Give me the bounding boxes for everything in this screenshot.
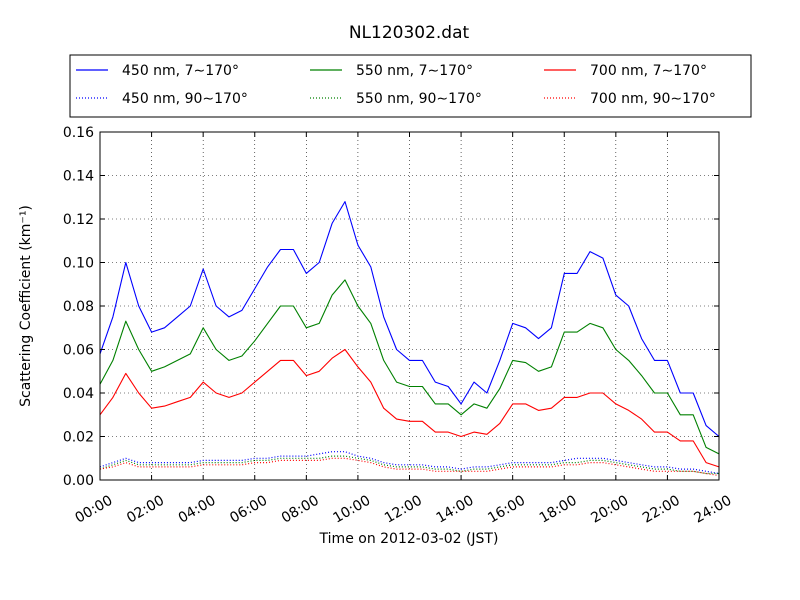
y-tick-label: 0.02 [63,430,94,446]
y-tick-label: 0.06 [63,343,94,359]
legend-label: 450 nm, 7∼170° [122,63,239,79]
y-tick-label: 0.12 [63,212,94,228]
x-axis-title: Time on 2012-03-02 (JST) [319,531,499,547]
y-tick-label: 0.00 [63,473,94,489]
y-tick-label: 0.14 [63,169,94,185]
chart-title: NL120302.dat [349,23,470,43]
series-line-3 [99,451,720,475]
series-line-2 [99,348,720,468]
legend-label: 550 nm, 90∼170° [356,91,482,107]
series-layer [99,201,720,477]
legend-label: 450 nm, 90∼170° [122,91,248,107]
y-tick-label: 0.08 [63,299,94,315]
series-line-1 [99,279,720,455]
series-line-0 [99,201,720,437]
legend-label: 550 nm, 7∼170° [356,63,473,79]
legend-box [69,54,752,118]
legend: 450 nm, 7∼170° 550 nm, 7∼170° 700 nm, 7∼17… [69,54,752,118]
y-tick-label: 0.10 [63,256,94,272]
legend-label: 700 nm, 7∼170° [590,63,707,79]
y-tick-label: 0.04 [63,386,94,402]
y-axis-title: Scattering Coefficient (km⁻¹) [18,205,34,407]
legend-label: 700 nm, 90∼170° [590,91,716,107]
y-tick-label: 0.16 [63,125,94,141]
series-line-4 [99,455,719,475]
y-axis: 0.00 0.02 0.04 0.06 0.08 0.10 0.12 0.14 0.16 [63,125,719,489]
